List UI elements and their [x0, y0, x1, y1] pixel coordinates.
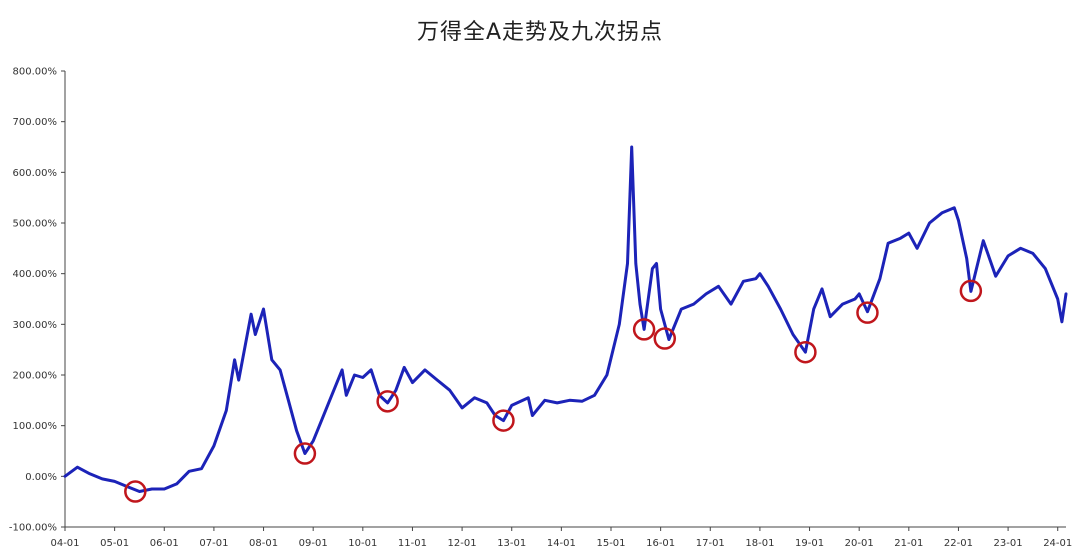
turning-point-circle [293, 442, 317, 465]
y-tick-label: 500.00% [13, 219, 58, 230]
x-tick-label: 23-01 [994, 538, 1023, 549]
y-tick-label: 400.00% [13, 269, 58, 280]
x-tick-label: 18-01 [745, 538, 774, 549]
y-tick-label: 0.00% [25, 472, 57, 483]
turning-point-circle [632, 318, 656, 341]
x-tick-label: 15-01 [596, 538, 625, 549]
turning-point-circle [124, 480, 147, 503]
x-tick-label: 13-01 [497, 538, 526, 549]
x-tick-label: 07-01 [199, 538, 228, 549]
y-tick-label: 600.00% [13, 168, 58, 179]
x-tick-label: 04-01 [50, 538, 79, 549]
turning-point-circle [653, 327, 677, 350]
turning-point-circle [376, 390, 399, 413]
x-tick-label: 17-01 [696, 538, 725, 549]
y-tick-label: 700.00% [13, 117, 58, 128]
x-tick-labels: 04-01 05-01 06-01 07-01 08-01 09-01 10-01 11-01… [50, 538, 1072, 549]
series-layer [63, 145, 1068, 493]
x-tick-label: 20-01 [845, 538, 874, 549]
y-tick-label: 800.00% [13, 67, 58, 78]
x-tick-label: 16-01 [646, 538, 675, 549]
series-line [63, 145, 1068, 493]
x-tick-label: 06-01 [150, 538, 179, 549]
x-tick-label: 22-01 [944, 538, 973, 549]
x-tick-label: 19-01 [795, 538, 824, 549]
y-tick-label: 200.00% [13, 371, 58, 382]
x-tick-label: 05-01 [100, 538, 129, 549]
y-tick-labels: -100.00% 0.00% 100.00% 200.00% 300.00% 400.00… [9, 67, 57, 534]
chart-title: 万得全A走势及九次拐点 [416, 20, 664, 45]
y-tick-label: -100.00% [9, 523, 57, 534]
turning-point-circle [794, 340, 817, 364]
turning-point-circle [492, 409, 515, 432]
axes [61, 70, 1066, 531]
x-tick-label: 10-01 [348, 538, 377, 549]
x-tick-label: 11-01 [398, 538, 427, 549]
x-tick-label: 14-01 [547, 538, 576, 549]
turning-point-circle [856, 301, 879, 324]
y-tick-label: 300.00% [13, 320, 58, 331]
x-tick-label: 21-01 [894, 538, 923, 549]
x-tick-label: 12-01 [448, 538, 477, 549]
x-tick-label: 08-01 [249, 538, 278, 549]
x-tick-label: 09-01 [299, 538, 328, 549]
turning-point-circle [959, 279, 983, 303]
turning-point-markers [124, 279, 983, 503]
y-tick-label: 100.00% [13, 421, 58, 432]
x-tick-label: 24-01 [1043, 538, 1072, 549]
